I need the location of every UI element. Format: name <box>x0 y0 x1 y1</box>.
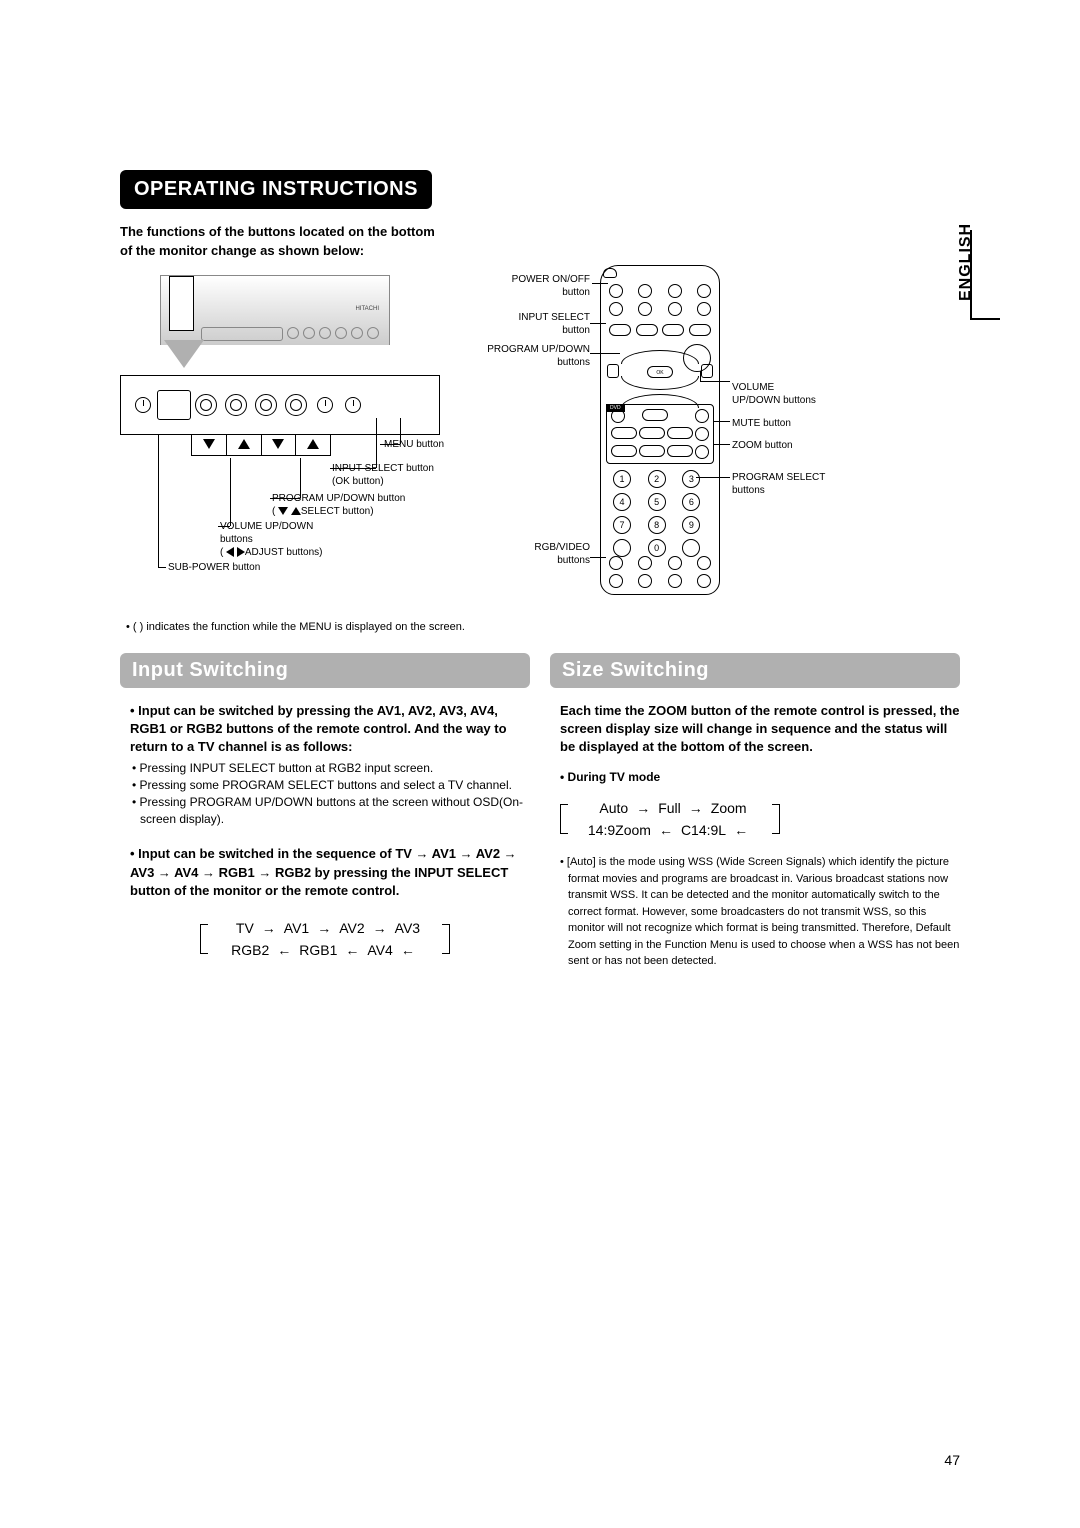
page-title: OPERATING INSTRUCTIONS <box>120 170 432 209</box>
size-p1: Each time the ZOOM button of the remote … <box>550 702 960 757</box>
nav-ok-button: OK <box>647 366 673 378</box>
input-p1: • Input can be switched by pressing the … <box>120 702 530 757</box>
input-p2: • Input can be switched in the sequence … <box>120 845 530 900</box>
mute-label: MUTE button <box>732 417 791 430</box>
program-updown-remote-label: PROGRAM UP/DOWNbuttons <box>487 343 590 369</box>
menu-note: • ( ) indicates the function while the M… <box>120 621 960 633</box>
size-flow-diagram: Auto Full Zoom 14:9Zoom C14:9L <box>560 794 780 844</box>
input-select-remote-label: INPUT SELECTbutton <box>519 311 591 337</box>
language-tab: ENGLISH <box>970 230 1000 320</box>
page-number: 47 <box>944 1452 960 1468</box>
volume-remote-label: VOLUMEUP/DOWN buttons <box>732 381 816 407</box>
tv-mode-label: • During TV mode <box>550 770 960 784</box>
menu-button-label: MENU button <box>384 438 444 451</box>
input-flow-diagram: TV AV1 AV2 AV3 RGB2 RGB1 AV4 <box>200 914 450 964</box>
program-select-label: PROGRAM SELECTbuttons <box>732 471 825 497</box>
size-note: • [Auto] is the mode using WSS (Wide Scr… <box>550 854 960 970</box>
brand-logo: HITACHI <box>355 306 379 312</box>
input-switching-heading: Input Switching <box>120 653 530 688</box>
program-updown-label: PROGRAM UP/DOWN button ( SELECT button) <box>272 492 405 518</box>
power-label: POWER ON/OFFbutton <box>512 273 590 299</box>
zoom-label: ZOOM button <box>732 439 793 452</box>
volume-updown-label: VOLUME UP/DOWN buttons ( ADJUST buttons) <box>220 520 323 559</box>
input-select-label: INPUT SELECT button (OK button) <box>332 462 434 488</box>
language-label: ENGLISH <box>957 273 975 301</box>
intro-text: The functions of the buttons located on … <box>120 223 440 261</box>
size-switching-heading: Size Switching <box>550 653 960 688</box>
remote-diagram: OK DVD <box>470 261 850 601</box>
rgb-video-label: RGB/VIDEObuttons <box>534 541 590 567</box>
input-sub-list: Pressing INPUT SELECT button at RGB2 inp… <box>120 760 530 827</box>
subpower-label: SUB-POWER button <box>168 561 260 574</box>
monitor-diagram: HITACHI <box>120 275 460 575</box>
